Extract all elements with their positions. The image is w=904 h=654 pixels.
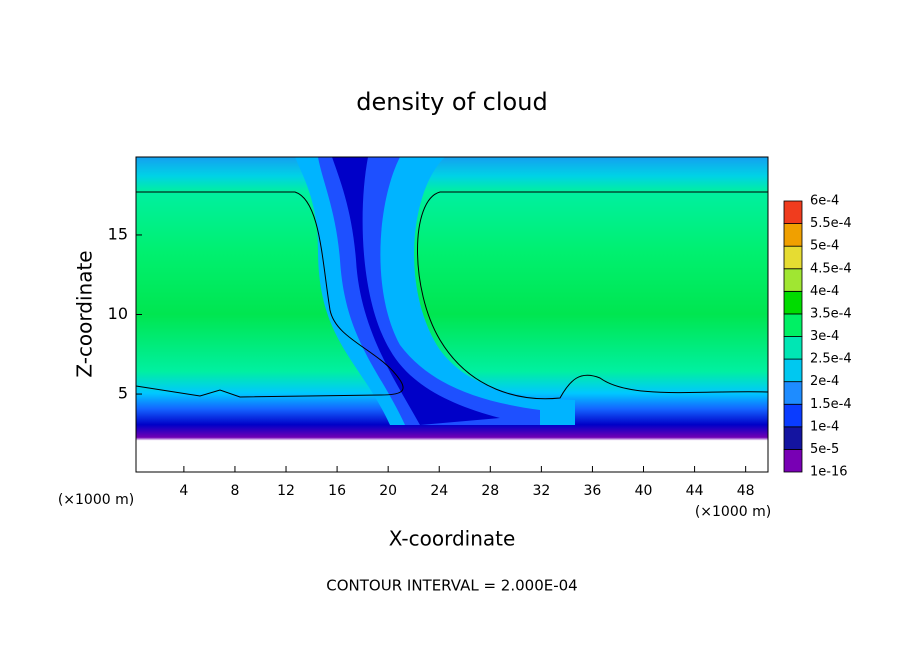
colorbar-box <box>783 403 803 428</box>
colorbar-box <box>783 381 803 405</box>
colorbar-box <box>783 200 803 224</box>
colorbar-box <box>783 290 803 315</box>
field <box>135 156 769 473</box>
x-tick-label: 24 <box>430 483 448 499</box>
contour-line <box>135 191 404 398</box>
x-tick-label: 40 <box>635 483 653 499</box>
x-tick-label: 12 <box>277 483 295 499</box>
colorbar-label: 2.5e-4 <box>810 352 852 367</box>
colorbar-box <box>783 223 803 247</box>
y-tick-label: 5 <box>118 384 128 403</box>
colorbar-label: 5.5e-4 <box>810 216 852 231</box>
x-tick-label: 8 <box>230 483 239 499</box>
y-tick-label: 10 <box>108 304 128 323</box>
contour-line <box>417 191 769 400</box>
x-tick-label: 28 <box>481 483 499 499</box>
colorbar-box <box>783 268 803 292</box>
colorbar-box <box>783 245 803 270</box>
colorbar-label: 1.5e-4 <box>810 397 852 412</box>
colorbar-label: 4.5e-4 <box>810 261 852 276</box>
field-region <box>318 157 540 425</box>
y-tick-label: 15 <box>108 224 128 243</box>
x-axis-label: X-coordinate <box>389 527 516 551</box>
x-unit-label: (×1000 m) <box>58 492 134 508</box>
field-region <box>332 157 500 425</box>
chart-title: density of cloud <box>356 88 547 116</box>
x-unit-label: (×1000 m) <box>695 504 771 520</box>
x-tick-label: 44 <box>686 483 704 499</box>
x-tick-label: 20 <box>379 483 397 499</box>
x-tick-label: 32 <box>532 483 550 499</box>
colorbar-label: 3e-4 <box>810 329 839 344</box>
colorbar-label: 2e-4 <box>810 374 839 389</box>
colorbar-box <box>783 313 803 337</box>
colorbar-label: 4e-4 <box>810 284 839 299</box>
x-tick-label: 48 <box>737 483 755 499</box>
x-tick-label: 4 <box>179 483 188 499</box>
colorbar-box <box>783 449 803 473</box>
x-tick-label: 36 <box>584 483 602 499</box>
colorbar-label: 5e-5 <box>810 442 839 457</box>
y-axis-label: Z-coordinate <box>73 250 97 377</box>
colorbar-label: 6e-4 <box>810 194 839 209</box>
colorbar-label: 3.5e-4 <box>810 306 852 321</box>
x-tick-label: 16 <box>328 483 346 499</box>
colorbar-label: 5e-4 <box>810 239 839 254</box>
colorbar-box <box>783 426 803 450</box>
colorbar-box <box>783 358 803 383</box>
contour-note: CONTOUR INTERVAL = 2.000E-04 <box>326 577 577 595</box>
colorbar-box <box>783 336 803 360</box>
colorbar-label: 1e-16 <box>810 465 848 480</box>
colorbar-label: 1e-4 <box>810 419 839 434</box>
